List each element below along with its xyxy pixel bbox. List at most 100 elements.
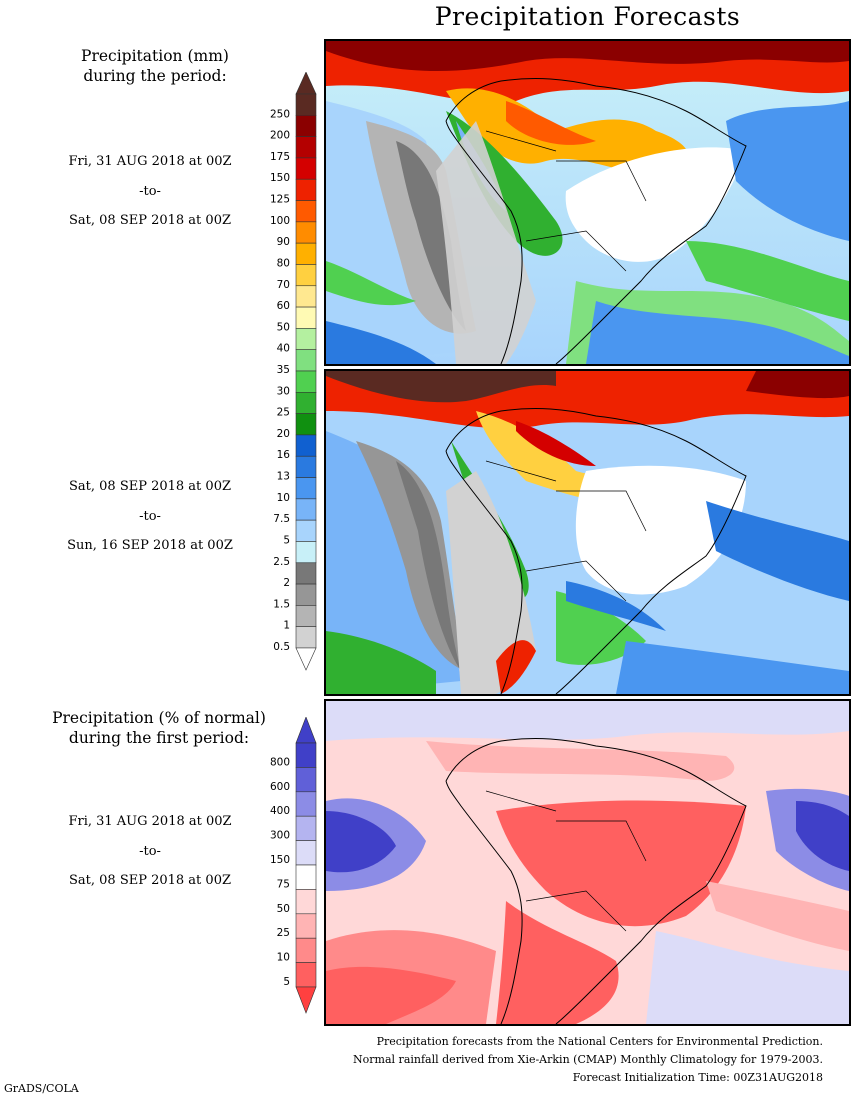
precip-colorbar-tick-label: 20 — [277, 428, 290, 440]
precip-colorbar-swatch — [295, 93, 317, 116]
precip-colorbar-tick-label: 5 — [283, 534, 290, 546]
precip-colorbar-tick-label: 10 — [277, 492, 290, 504]
precip-colorbar-swatch — [295, 455, 317, 478]
grads-credit: GrADS/COLA — [4, 1082, 79, 1095]
precip-colorbar-bottom-arrow — [295, 647, 317, 671]
precip-colorbar-swatch — [295, 328, 317, 350]
precip-colorbar-swatch — [295, 541, 317, 564]
precip-colorbar-tick-label: 30 — [277, 385, 290, 397]
precip-colorbar-swatch — [295, 242, 317, 265]
period3-sep: -to- — [139, 844, 161, 859]
anomaly-colorbar-tick-label: 5 — [283, 976, 290, 988]
page-title: Precipitation Forecasts — [434, 2, 741, 31]
precip-colorbar-swatch — [295, 626, 317, 649]
footer-line1: Precipitation forecasts from the Nationa… — [376, 1035, 823, 1048]
precip-colorbar-swatch — [295, 200, 317, 223]
precip-colorbar-tick-label: 70 — [277, 279, 290, 291]
precip-colorbar-swatch — [295, 434, 317, 457]
anomaly-colorbar-swatch — [295, 815, 317, 841]
anomaly-colorbar-swatch — [295, 937, 317, 963]
precip-colorbar-tick-label: 50 — [277, 321, 290, 333]
anomaly-colorbar-tick-label: 300 — [270, 830, 290, 842]
footer-line3: Forecast Initialization Time: 00Z31AUG20… — [572, 1071, 823, 1084]
precip-anomaly-map — [324, 699, 851, 1026]
precip-colorbar-swatch — [295, 413, 317, 436]
precip-heading-line1: Precipitation (mm) — [81, 47, 229, 65]
precip-colorbar-tick-label: 0.5 — [273, 641, 290, 653]
anomaly-colorbar-tick-label: 600 — [270, 781, 290, 793]
period3-from: Fri, 31 AUG 2018 at 00Z — [68, 814, 232, 829]
precip-heading-line2: during the period: — [83, 67, 227, 85]
precip-map-period1 — [324, 39, 851, 366]
anomaly-colorbar-swatch — [295, 791, 317, 817]
precip-colorbar-tick-label: 2 — [283, 577, 290, 589]
anomaly-colorbar-svg: 800 600 400 300 150 75 50 25 10 5 — [270, 717, 317, 1014]
precip-colorbar-tick-label: 16 — [277, 449, 291, 461]
precip-colorbar-swatch — [295, 477, 317, 500]
precip-colorbar-tick-label: 200 — [270, 130, 290, 142]
anomaly-colorbar-tick-label: 10 — [277, 952, 290, 964]
anomaly-colorbar-swatch — [295, 767, 317, 793]
anomaly-colorbar: 800 600 400 300 150 75 50 25 10 5 — [270, 717, 318, 1014]
precip-colorbar-swatch — [295, 519, 317, 542]
precip-colorbar-swatch — [295, 136, 317, 159]
anomaly-colorbar-bottom-arrow — [295, 986, 317, 1014]
anomaly-colorbar-tick-label: 75 — [277, 878, 290, 890]
precip-colorbar-swatch — [295, 157, 317, 180]
precip-colorbar-tick-label: 40 — [277, 343, 290, 355]
precip-colorbar-tick-label: 100 — [270, 215, 290, 227]
precip-colorbar-tick-label: 250 — [270, 108, 290, 120]
precip-colorbar-tick-label: 2.5 — [273, 556, 290, 568]
anomaly-colorbar-swatch — [295, 864, 317, 890]
anomaly-colorbar-swatch — [295, 889, 317, 915]
precip-colorbar-tick-label: 150 — [270, 172, 290, 184]
precip-colorbar-swatch — [295, 221, 317, 244]
anom-heading-line2: during the first period: — [68, 729, 250, 747]
anomaly-colorbar-tick-label: 150 — [270, 854, 290, 866]
period3-to: Sat, 08 SEP 2018 at 00Z — [69, 873, 231, 888]
precip-colorbar-swatch — [295, 115, 317, 137]
precip-colorbar-swatch — [295, 392, 317, 414]
precip-colorbar-tick-label: 125 — [270, 194, 290, 206]
precip-colorbar-swatch — [295, 306, 317, 329]
period1-from: Fri, 31 AUG 2018 at 00Z — [68, 154, 232, 169]
precip-colorbar-tick-label: 60 — [277, 300, 290, 312]
period1-sep: -to- — [139, 184, 161, 199]
anomaly-colorbar-swatch — [295, 913, 317, 939]
anomaly-colorbar-swatch — [295, 742, 317, 768]
precip-colorbar-swatch — [295, 562, 317, 585]
precip-colorbar-swatch — [295, 285, 317, 308]
precip-colorbar-swatch — [295, 498, 317, 521]
precip-colorbar-swatch — [295, 349, 317, 372]
precip-colorbar: 250 200 175 150 125 100 90 80 70 60 50 40 35 30 25 20 16… — [270, 72, 318, 671]
period2-sep: -to- — [139, 509, 161, 524]
anomaly-colorbar-tick-label: 50 — [277, 903, 290, 915]
anomaly-colorbar-swatch — [295, 840, 317, 866]
anomaly-colorbar-tick-label: 400 — [270, 805, 290, 817]
precip-colorbar-tick-label: 1.5 — [273, 598, 290, 610]
precip-colorbar-tick-label: 7.5 — [273, 513, 290, 525]
anom-heading: Precipitation (% of normal) during the f… — [24, 708, 294, 748]
anomaly-colorbar-top-arrow — [295, 717, 317, 744]
period1-to: Sat, 08 SEP 2018 at 00Z — [69, 213, 231, 228]
precip-colorbar-swatch — [295, 605, 317, 627]
precip-heading: Precipitation (mm) during the period: — [30, 46, 280, 86]
anomaly-colorbar-tick-label: 800 — [270, 756, 290, 768]
precip-colorbar-swatch — [295, 583, 317, 606]
precip-colorbar-svg: 2502001751501251009080706050403530252016… — [270, 72, 317, 671]
precip-colorbar-swatch — [295, 178, 317, 201]
anomaly-colorbar-tick-label: 25 — [277, 927, 290, 939]
precip-colorbar-tick-label: 175 — [270, 151, 290, 163]
period2-to: Sun, 16 SEP 2018 at 00Z — [67, 538, 233, 553]
precip-colorbar-swatch — [295, 264, 317, 287]
anom-heading-line1: Precipitation (% of normal) — [52, 709, 266, 727]
period2-from: Sat, 08 SEP 2018 at 00Z — [69, 479, 231, 494]
precip-colorbar-tick-label: 1 — [283, 620, 290, 632]
precip-map-period2 — [324, 369, 851, 696]
precip-colorbar-tick-label: 80 — [277, 257, 290, 269]
anomaly-colorbar-swatch — [295, 962, 317, 988]
footer-notes: Precipitation forecasts from the Nationa… — [353, 1033, 823, 1087]
footer-line2: Normal rainfall derived from Xie-Arkin (… — [353, 1053, 823, 1066]
precip-colorbar-tick-label: 13 — [277, 471, 290, 483]
precip-colorbar-tick-label: 35 — [277, 364, 290, 376]
